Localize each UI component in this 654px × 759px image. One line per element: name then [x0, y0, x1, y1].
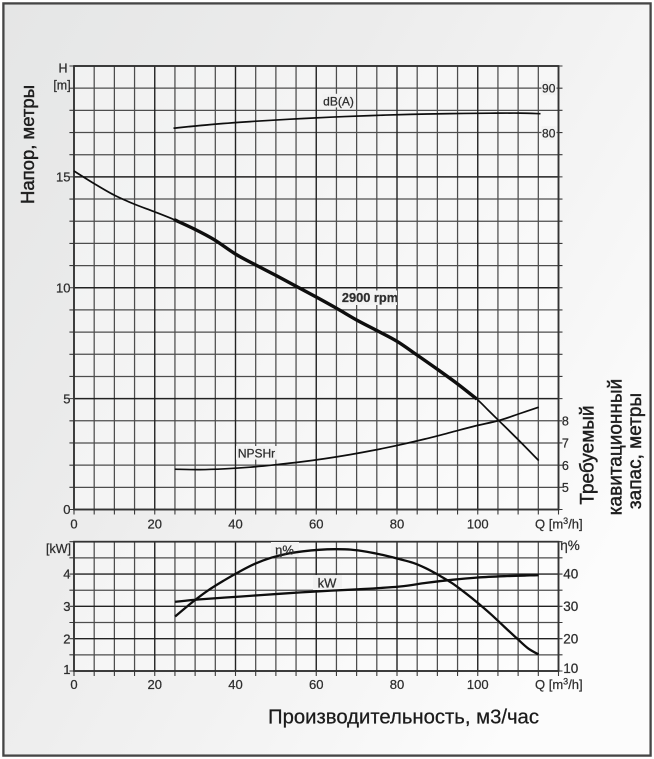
- svg-text:8: 8: [562, 414, 569, 428]
- svg-text:0: 0: [70, 677, 77, 692]
- svg-text:dB(A): dB(A): [323, 94, 354, 108]
- svg-text:kW: kW: [318, 575, 338, 590]
- svg-text:[m]: [m]: [53, 79, 70, 93]
- svg-text:4: 4: [63, 567, 70, 582]
- svg-text:15: 15: [56, 170, 70, 185]
- svg-text:0: 0: [63, 502, 70, 517]
- svg-text:40: 40: [228, 517, 242, 532]
- svg-text:η%: η%: [560, 538, 580, 553]
- svg-text:Q [m3/h]: Q [m3/h]: [535, 677, 583, 693]
- svg-text:5: 5: [562, 481, 569, 495]
- svg-text:10: 10: [56, 280, 70, 295]
- svg-text:20: 20: [148, 517, 162, 532]
- svg-text:[kW]: [kW]: [46, 542, 71, 556]
- svg-text:Производительность, м3/час: Производительность, м3/час: [268, 707, 539, 729]
- svg-text:40: 40: [228, 677, 242, 692]
- svg-text:H: H: [58, 61, 67, 75]
- svg-text:запас, метры: запас, метры: [625, 393, 646, 509]
- svg-text:2900 rpm: 2900 rpm: [342, 290, 398, 305]
- svg-text:60: 60: [309, 517, 323, 532]
- svg-text:100: 100: [467, 517, 489, 532]
- svg-text:20: 20: [148, 677, 162, 692]
- svg-text:Q [m3/h]: Q [m3/h]: [535, 516, 583, 532]
- svg-text:10: 10: [563, 661, 578, 676]
- svg-text:80: 80: [390, 677, 404, 692]
- svg-text:2: 2: [63, 631, 70, 646]
- svg-text:3: 3: [63, 599, 70, 614]
- svg-text:100: 100: [467, 677, 489, 692]
- svg-text:5: 5: [63, 391, 70, 406]
- svg-text:Требуемый: Требуемый: [578, 405, 599, 504]
- svg-text:20: 20: [563, 631, 578, 646]
- svg-text:0: 0: [70, 517, 77, 532]
- svg-text:60: 60: [309, 677, 323, 692]
- svg-text:1: 1: [63, 662, 70, 677]
- svg-text:90: 90: [542, 82, 556, 96]
- svg-text:30: 30: [563, 599, 578, 614]
- svg-text:Напор, метры: Напор, метры: [17, 85, 38, 204]
- svg-text:80: 80: [542, 126, 556, 140]
- svg-text:40: 40: [563, 567, 578, 582]
- svg-text:кавитационный: кавитационный: [606, 379, 627, 515]
- svg-text:η%: η%: [275, 543, 294, 558]
- svg-text:NPSHr: NPSHr: [238, 446, 275, 460]
- svg-text:80: 80: [390, 517, 404, 532]
- svg-text:7: 7: [562, 437, 569, 451]
- svg-text:6: 6: [562, 459, 569, 473]
